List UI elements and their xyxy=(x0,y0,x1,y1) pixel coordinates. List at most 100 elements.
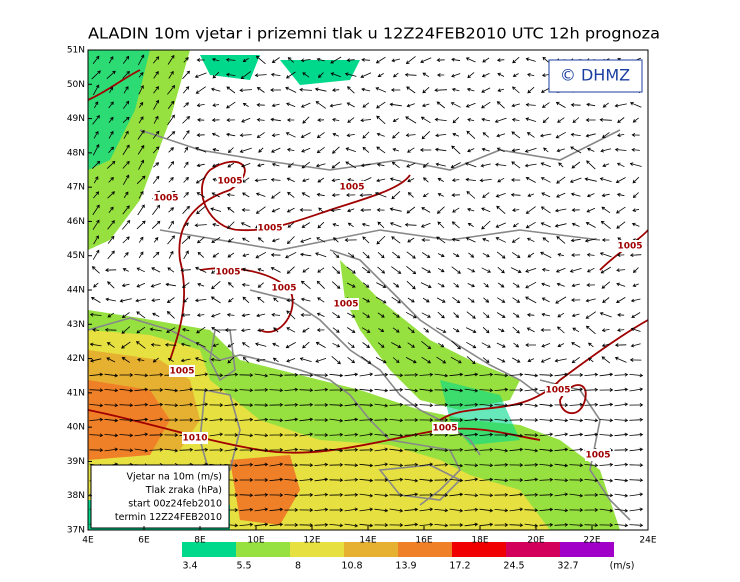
wind-arrow xyxy=(108,146,115,154)
colorbar-swatch xyxy=(344,542,398,557)
wind-arrow xyxy=(437,177,444,182)
wind-arrow xyxy=(314,462,329,467)
wind-arrow xyxy=(434,88,448,93)
wind-arrow xyxy=(419,478,434,483)
wind-arrow xyxy=(437,73,445,77)
wind-arrow xyxy=(509,433,524,438)
wind-arrow xyxy=(182,205,190,214)
wind-arrow xyxy=(617,328,625,332)
wind-arrow xyxy=(286,327,296,333)
wind-arrow xyxy=(374,433,389,438)
wind-arrow xyxy=(512,86,520,94)
wind-arrow xyxy=(374,417,389,422)
wind-arrow xyxy=(570,146,582,154)
wind-arrow xyxy=(389,448,404,453)
wind-arrow xyxy=(182,327,190,332)
wind-arrow xyxy=(464,402,479,407)
wind-arrow xyxy=(631,147,640,152)
wind-arrow xyxy=(299,87,313,92)
lon-label: 8E xyxy=(194,536,206,546)
wind-arrow xyxy=(629,403,644,407)
wind-arrow xyxy=(211,118,220,122)
wind-arrow xyxy=(481,87,491,93)
lat-label: 37N xyxy=(67,526,85,536)
wind-arrow xyxy=(183,176,189,183)
wind-arrow xyxy=(585,298,596,303)
wind-arrow xyxy=(316,328,325,332)
wind-arrow xyxy=(134,387,149,392)
wind-arrow xyxy=(600,220,611,230)
wind-arrow xyxy=(512,222,519,228)
wind-arrow xyxy=(119,373,134,377)
wind-arrow xyxy=(541,297,550,303)
wind-arrow xyxy=(482,237,490,242)
wind-arrow xyxy=(377,252,385,259)
isobar-label-bg xyxy=(215,266,241,278)
wind-arrow xyxy=(541,267,550,272)
wind-arrow xyxy=(256,117,265,122)
wind-arrow xyxy=(300,252,312,257)
wind-arrow xyxy=(212,103,220,107)
isobar-label-bg xyxy=(585,449,611,461)
wind-arrow xyxy=(284,387,299,392)
wind-arrow xyxy=(525,206,536,214)
wind-arrow xyxy=(344,492,359,497)
isobar-label: 1005 xyxy=(217,177,242,187)
wind-arrow xyxy=(362,146,370,153)
wind-arrow xyxy=(226,132,236,137)
wind-arrow xyxy=(496,133,506,138)
wind-arrow xyxy=(121,357,130,363)
wind-arrow xyxy=(182,86,190,94)
wind-arrow xyxy=(509,417,524,422)
wind-arrow xyxy=(164,433,179,437)
wind-arrow xyxy=(138,72,144,78)
wind-arrow xyxy=(392,251,401,259)
wind-arrow xyxy=(375,357,387,364)
wind-arrow xyxy=(585,325,596,335)
wind-arrow xyxy=(632,117,639,123)
wind-arrow xyxy=(449,432,464,437)
wind-arrow xyxy=(359,493,374,498)
wind-arrow xyxy=(524,418,539,422)
wind-arrow xyxy=(421,238,430,242)
wind-arrow xyxy=(494,387,509,392)
wind-arrow xyxy=(300,132,311,138)
wind-arrow xyxy=(541,282,551,287)
wind-arrow xyxy=(435,162,446,167)
isobar-label-bg xyxy=(333,298,359,310)
wind-arrow xyxy=(93,235,99,245)
lat-label: 42N xyxy=(67,354,85,364)
wind-arrow xyxy=(554,522,569,527)
wind-arrow xyxy=(602,297,610,303)
wind-arrow xyxy=(389,207,402,212)
wind-arrow xyxy=(406,251,416,259)
wind-arrow xyxy=(287,57,294,63)
wind-arrow xyxy=(242,58,249,62)
lon-label: 20E xyxy=(527,536,544,546)
wind-arrow xyxy=(286,207,295,213)
wind-arrow xyxy=(180,268,191,273)
wind-arrow xyxy=(465,237,476,243)
lat-label: 38N xyxy=(67,491,85,501)
wind-arrow xyxy=(255,206,266,214)
wind-arrow xyxy=(422,162,429,168)
wind-arrow xyxy=(450,162,461,169)
wind-arrow xyxy=(375,56,386,64)
isobar-label: 1005 xyxy=(271,284,296,294)
wind-arrow xyxy=(242,253,250,258)
wind-arrow xyxy=(599,402,614,407)
wind-arrow xyxy=(584,493,599,497)
wind-arrow xyxy=(497,177,505,183)
wind-arrow xyxy=(194,372,209,377)
wind-arrow xyxy=(436,297,446,303)
wind-arrow xyxy=(449,492,464,497)
wind-arrow xyxy=(108,130,114,139)
wind-arrow xyxy=(301,147,311,153)
wind-arrow xyxy=(257,237,264,243)
wind-arrow xyxy=(254,417,269,422)
wind-arrow xyxy=(121,326,131,334)
wind-arrow xyxy=(497,266,505,274)
wind-arrow xyxy=(179,447,194,452)
wind-arrow xyxy=(509,523,524,528)
wind-arrow xyxy=(586,283,595,287)
